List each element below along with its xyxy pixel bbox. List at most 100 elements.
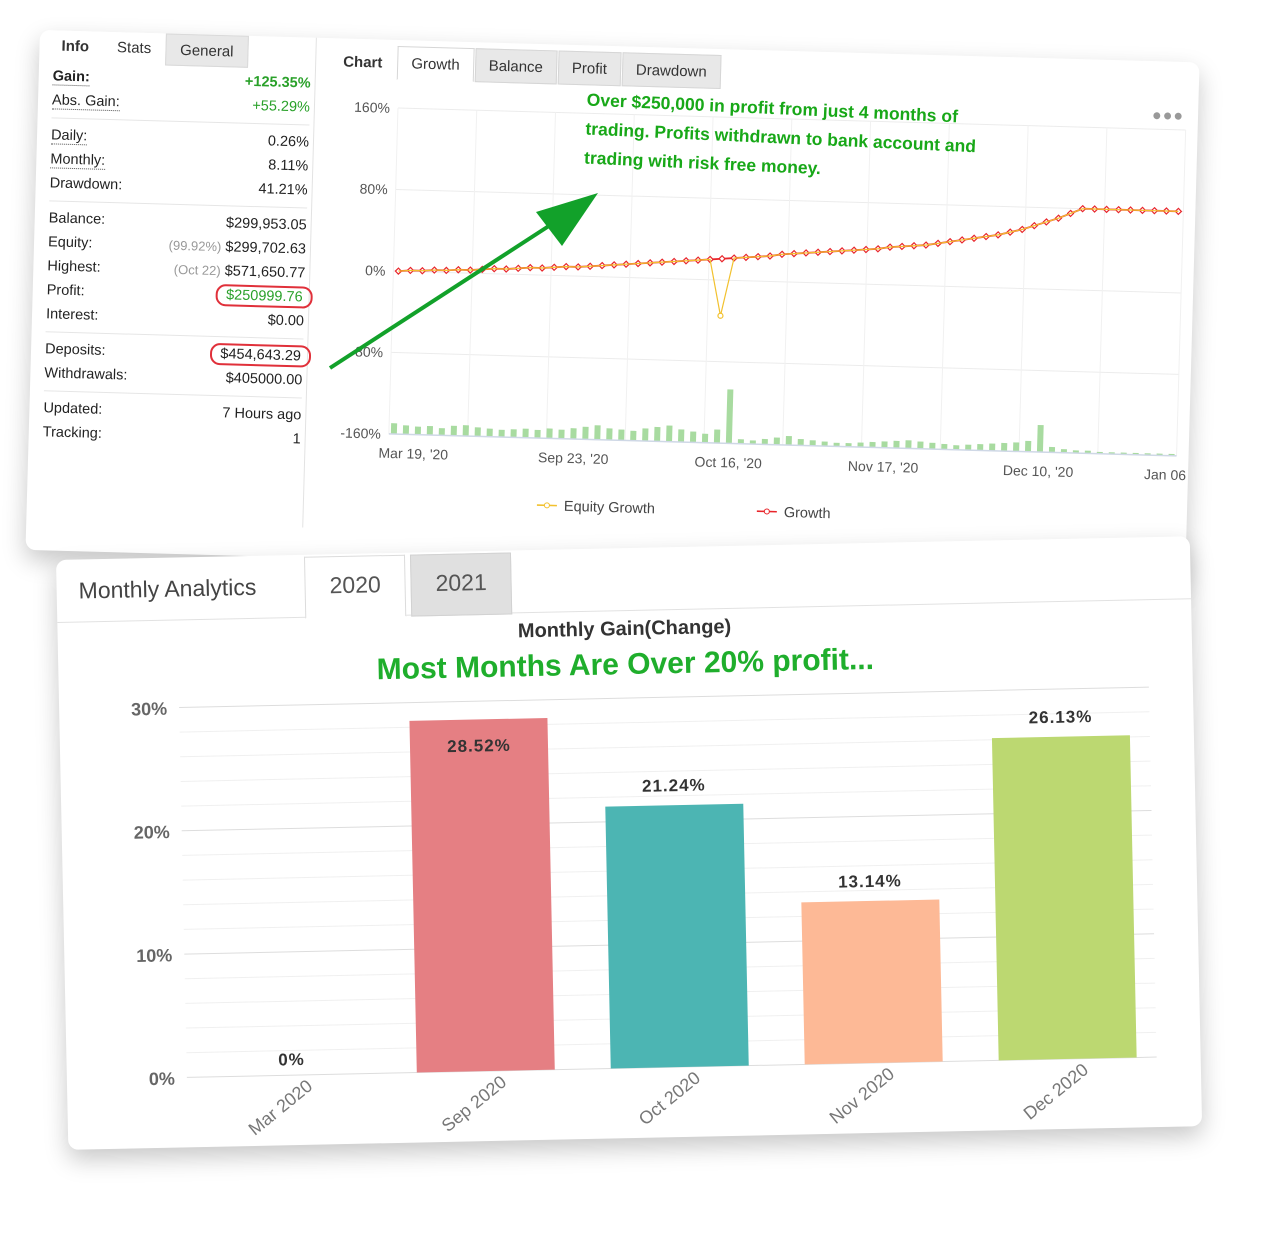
x-tick-label: Sep 2020	[438, 1072, 510, 1136]
gridline-y	[181, 785, 1151, 807]
tab-year-2021[interactable]: 2021	[409, 552, 513, 617]
stat-label: Withdrawals:	[44, 365, 128, 384]
volume-bar	[881, 441, 888, 448]
volume-bar	[1048, 446, 1056, 453]
stat-value-wrap: $0.00	[267, 312, 304, 329]
x-tick-label: Dec 10, '20	[1003, 462, 1074, 480]
tab-year-2020[interactable]: 2020	[303, 554, 407, 619]
gridline-x	[782, 119, 793, 445]
y-tick-label: 30%	[131, 699, 167, 720]
volume-bar	[450, 425, 457, 436]
volume-bar	[833, 442, 840, 447]
stats-panel: Info Stats General Gain: +125.35% Abs. Gai…	[34, 30, 317, 528]
volume-bar	[989, 443, 996, 451]
stat-value: +55.29%	[252, 97, 311, 116]
volume-bar	[438, 428, 445, 436]
bar-dec-2020	[991, 735, 1137, 1061]
stat-value-wrap: 7 Hours ago	[222, 405, 301, 423]
tab-growth[interactable]: Growth	[396, 45, 475, 83]
volume-bar	[666, 425, 673, 442]
volume-bar	[510, 429, 517, 438]
y-tick-label: 20%	[133, 822, 169, 843]
stats-list: Gain: +125.35% Abs. Gain: +55.29% Daily: 0.26…	[42, 64, 313, 451]
volume-bar	[1060, 449, 1067, 453]
volume-bar	[809, 440, 816, 446]
volume-bar	[749, 440, 756, 445]
stat-value: $405000.00	[225, 370, 303, 389]
tab-info[interactable]: Info	[47, 30, 104, 64]
volume-bar	[558, 429, 565, 439]
x-tick-label: Sep 23, '20	[538, 449, 609, 467]
volume-bar	[1036, 425, 1044, 453]
stat-value: 41.21%	[258, 181, 308, 199]
monthly-analytics-card: Monthly Analytics 2020 2021 Monthly Gain…	[56, 536, 1203, 1150]
stat-value: $454,643.29	[210, 342, 312, 368]
stat-value: 0.26%	[267, 133, 310, 151]
gridline-x	[860, 121, 872, 448]
tab-chart[interactable]: Chart	[328, 44, 397, 80]
monthly-analytics-title: Monthly Analytics	[78, 573, 257, 604]
stat-value: $0.00	[267, 312, 305, 330]
volume-bar	[689, 431, 697, 443]
stat-label: Monthly:	[50, 151, 106, 170]
tab-drawdown[interactable]: Drawdown	[621, 52, 722, 90]
volume-bar	[582, 426, 589, 440]
volume-bar	[965, 444, 972, 451]
stat-label: Drawdown:	[49, 175, 123, 194]
stat-value-wrap: $299,953.05	[226, 215, 307, 233]
stat-prefix: (Oct 22)	[173, 261, 221, 279]
y-tick-label: -160%	[340, 425, 381, 442]
tab-balance[interactable]: Balance	[474, 48, 558, 85]
volume-bar	[1013, 442, 1020, 452]
growth-panel: Chart Growth Balance Profit Drawdown ●●●…	[316, 38, 1197, 552]
stat-value: 8.11%	[268, 157, 309, 175]
bar-oct-2020	[605, 803, 749, 1069]
gridline-y	[179, 711, 1150, 733]
x-tick-label: Jan 06, '21	[1144, 466, 1196, 484]
volume-bar	[845, 443, 852, 447]
stat-value: 1	[292, 431, 301, 448]
volume-bar	[522, 428, 529, 438]
volume-bar	[929, 442, 936, 450]
points-equity-growth	[717, 312, 724, 319]
y-tick-label: 0%	[149, 1069, 175, 1090]
volume-bar	[462, 425, 469, 437]
stat-value: $250999.76	[215, 284, 313, 309]
tab-stats[interactable]: Stats	[102, 31, 166, 66]
gridline-x	[1176, 130, 1187, 456]
stats-tabs: Info Stats General	[47, 30, 249, 68]
volume-bar	[725, 389, 734, 444]
stat-prefix: (99.92%)	[168, 237, 222, 255]
volume-group	[390, 389, 1175, 456]
stat-label: Updated:	[43, 400, 103, 418]
volume-bar	[821, 441, 828, 447]
volume-bar	[773, 437, 780, 445]
x-tick-label: Dec 2020	[1020, 1059, 1092, 1123]
x-tick-label: Nov 2020	[826, 1064, 898, 1128]
volume-bar	[869, 441, 876, 448]
stat-label: Highest:	[47, 258, 101, 276]
bar-value-label: 26.13%	[1028, 707, 1092, 727]
account-stats-card: Info Stats General Gain: +125.35% Abs. Gai…	[25, 30, 1200, 583]
stat-value: +125.35%	[244, 73, 311, 92]
volume-bar	[390, 423, 398, 435]
stat-value-wrap: 0.26%	[268, 133, 310, 150]
stat-value-wrap: $250999.76	[215, 284, 313, 309]
bar-value-label: 21.24%	[642, 775, 706, 795]
volume-bar	[618, 429, 625, 441]
tab-profit[interactable]: Profit	[557, 50, 622, 87]
stat-value-wrap: (Oct 22) $571,650.77	[174, 262, 306, 282]
volume-bar	[606, 428, 613, 441]
volume-bar	[642, 428, 649, 442]
stat-label: Abs. Gain:	[51, 92, 120, 112]
tab-general[interactable]: General	[164, 33, 249, 68]
volume-bar	[761, 438, 768, 445]
gridline-x	[703, 116, 714, 443]
legend-marker	[543, 502, 550, 509]
stat-label: Tracking:	[42, 424, 103, 442]
stat-label: Balance:	[48, 210, 106, 228]
stat-value-wrap: 8.11%	[268, 157, 308, 174]
volume-bar	[797, 439, 804, 446]
bar-value-label: 28.52%	[447, 736, 511, 756]
monthly-gain-chart: 0% 10% 20% 30% 0% Mar 2020 28.52% Sep 2020 21.24…	[131, 686, 1157, 1139]
